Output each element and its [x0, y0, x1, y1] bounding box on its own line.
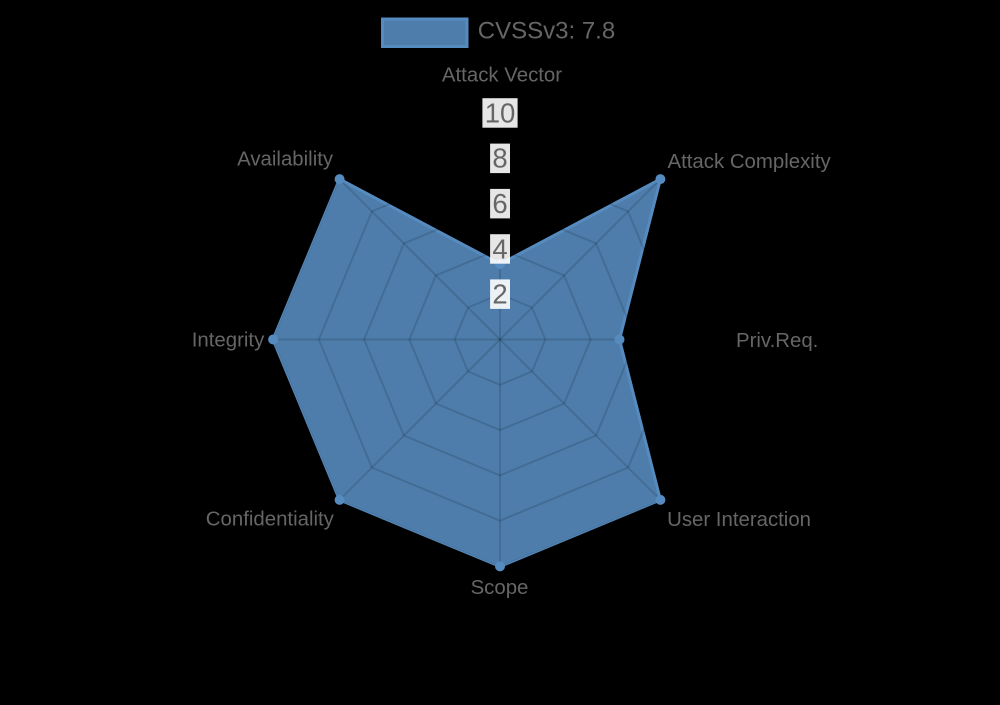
- svg-text:User Interaction: User Interaction: [667, 509, 811, 531]
- svg-text:6: 6: [492, 188, 507, 219]
- svg-text:10: 10: [485, 97, 516, 128]
- svg-text:Priv.Req.: Priv.Req.: [736, 330, 818, 352]
- svg-text:Scope: Scope: [471, 577, 529, 599]
- svg-text:Confidentiality: Confidentiality: [206, 509, 335, 531]
- svg-text:2: 2: [492, 279, 507, 310]
- svg-text:Attack Complexity: Attack Complexity: [668, 151, 832, 173]
- svg-text:Availability: Availability: [237, 149, 334, 171]
- svg-text:CVSSv3: 7.8: CVSSv3: 7.8: [478, 18, 615, 45]
- svg-text:Attack Vector: Attack Vector: [442, 65, 562, 87]
- svg-text:4: 4: [492, 233, 507, 264]
- svg-text:Integrity: Integrity: [192, 330, 265, 352]
- svg-text:8: 8: [492, 143, 507, 174]
